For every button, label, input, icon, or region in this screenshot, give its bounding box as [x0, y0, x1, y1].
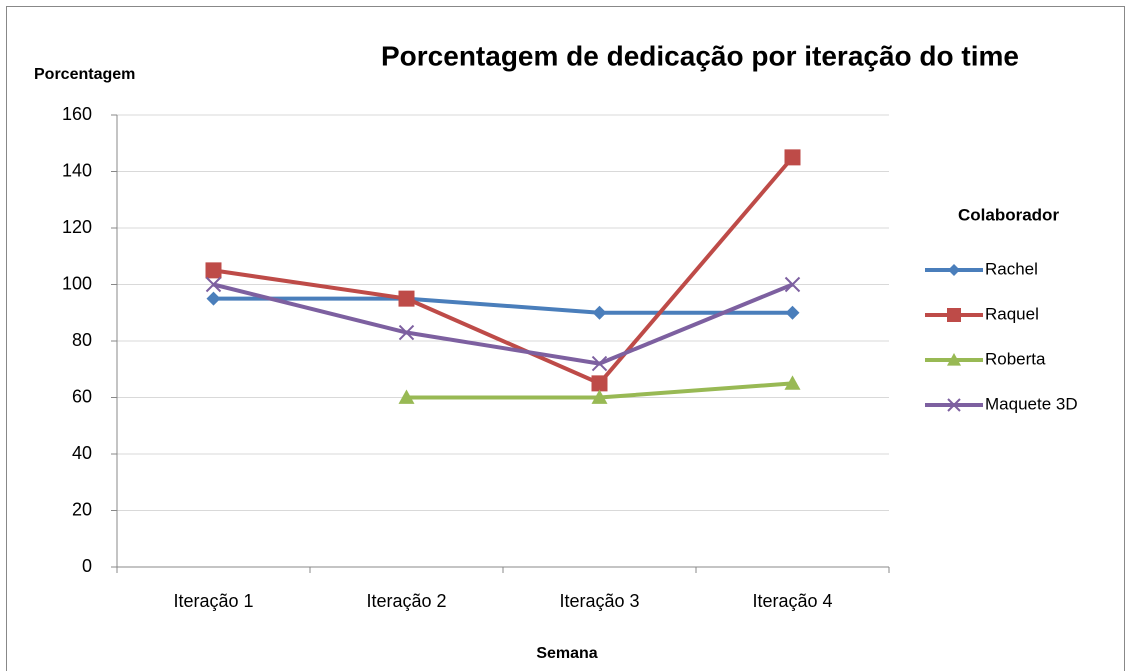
marker [398, 324, 415, 341]
marker [784, 375, 801, 390]
y-tick-label: 100 [62, 273, 92, 293]
series-line [213, 282, 794, 366]
marker [948, 264, 960, 276]
marker [784, 276, 801, 293]
legend-label: Rachel [985, 259, 1038, 278]
y-tick-label: 140 [62, 160, 92, 180]
chart-title: Porcentagem de dedicação por iteração do… [381, 40, 1019, 71]
y-axis-label: Porcentagem [34, 66, 135, 83]
marker [947, 308, 961, 322]
marker [591, 375, 608, 392]
marker [947, 398, 961, 412]
marker [784, 149, 801, 166]
y-tick-label: 120 [62, 217, 92, 237]
chart-border [6, 6, 1125, 671]
y-tick-label: 80 [72, 330, 92, 350]
x-tick-label: Iteração 4 [752, 591, 832, 611]
legend-label: Raquel [985, 304, 1039, 323]
y-tick-label: 20 [72, 499, 92, 519]
x-tick-label: Iteração 3 [559, 591, 639, 611]
legend-title: Colaborador [958, 205, 1059, 224]
x-tick-label: Iteração 1 [173, 591, 253, 611]
series-line [213, 156, 795, 386]
legend-label: Maquete 3D [985, 394, 1078, 413]
marker [785, 305, 800, 320]
marker [592, 305, 607, 320]
y-tick-label: 160 [62, 104, 92, 124]
x-tick-label: Iteração 2 [366, 591, 446, 611]
x-axis-label: Semana [536, 645, 597, 662]
marker [205, 276, 222, 293]
marker [398, 290, 415, 307]
marker [398, 389, 415, 404]
legend-label: Roberta [985, 349, 1046, 368]
marker [591, 355, 608, 372]
marker [947, 353, 961, 366]
y-tick-label: 0 [82, 556, 92, 576]
marker [206, 291, 221, 306]
marker [205, 262, 222, 279]
marker [591, 389, 608, 404]
y-tick-label: 60 [72, 386, 92, 406]
series-line [213, 296, 793, 315]
y-tick-label: 40 [72, 443, 92, 463]
